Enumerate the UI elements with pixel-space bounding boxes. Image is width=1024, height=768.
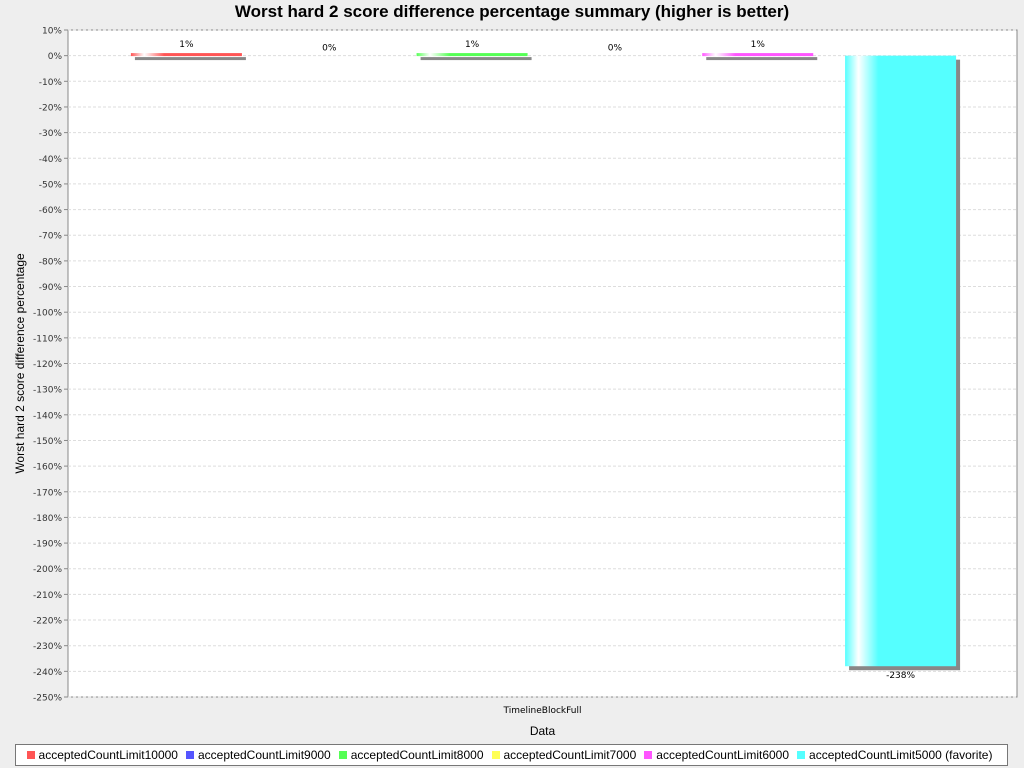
y-tick-label: -210%	[33, 591, 62, 601]
data-label: 0%	[608, 44, 623, 54]
legend-item: acceptedCountLimit6000	[644, 748, 789, 762]
legend-item: acceptedCountLimit10000	[26, 748, 178, 762]
y-tick-label: -80%	[39, 257, 63, 267]
legend-label: acceptedCountLimit5000 (favorite)	[809, 748, 993, 762]
y-tick-label: -250%	[33, 694, 62, 704]
data-label: 1%	[751, 40, 766, 50]
y-tick-label: 0%	[48, 52, 63, 62]
data-label: 0%	[322, 44, 337, 54]
legend-swatch	[491, 751, 500, 759]
y-tick-label: -40%	[39, 155, 63, 165]
legend-swatch	[338, 751, 347, 759]
legend-label: acceptedCountLimit6000	[656, 748, 790, 762]
y-tick-label: -60%	[39, 206, 63, 216]
y-tick-label: -140%	[33, 411, 62, 421]
y-tick-label: -70%	[39, 232, 63, 242]
legend-item: acceptedCountLimit7000	[491, 748, 637, 762]
y-tick-label: -170%	[33, 488, 62, 498]
y-tick-label: -230%	[33, 642, 62, 652]
y-tick-label: -180%	[33, 514, 62, 524]
data-label: -238%	[886, 671, 915, 681]
legend-item: acceptedCountLimit9000	[185, 748, 331, 762]
bar-shadow	[706, 57, 818, 61]
chart-title: Worst hard 2 score difference percentage…	[234, 2, 790, 21]
y-axis-ticks: 10% 0% -10% -20% -30% -40% -50% -60% -70% -80% -90…	[33, 27, 68, 704]
bar	[702, 53, 814, 57]
data-label: 1%	[465, 40, 480, 50]
legend-swatch	[185, 751, 194, 759]
legend-item: acceptedCountLimit8000	[338, 748, 484, 762]
legend: acceptedCountLimit10000 acceptedCountLimi…	[15, 744, 1008, 766]
legend-label: acceptedCountLimit9000	[197, 748, 331, 762]
bar	[130, 53, 242, 57]
legend-label: acceptedCountLimit10000	[38, 748, 178, 762]
bar-shadow	[134, 57, 246, 61]
y-axis-title: Worst hard 2 score difference percentage	[13, 253, 27, 474]
legend-swatch	[797, 751, 806, 759]
bar	[845, 55, 957, 667]
y-tick-label: -10%	[39, 78, 63, 88]
data-label: 1%	[179, 40, 194, 50]
y-tick-label: -90%	[39, 283, 63, 293]
chart-canvas: Worst hard 2 score difference percentage…	[13, 27, 1018, 738]
y-tick-label: -100%	[33, 309, 62, 319]
y-tick-label: -110%	[33, 334, 62, 344]
category-label: TimelineBlockFull	[503, 706, 582, 716]
bar-shadow	[420, 57, 532, 61]
y-tick-label: -240%	[33, 668, 62, 678]
legend-item: acceptedCountLimit5000 (favorite)	[797, 748, 992, 762]
legend-label: acceptedCountLimit8000	[350, 748, 484, 762]
y-tick-label: -150%	[33, 437, 62, 447]
bars	[130, 53, 961, 671]
legend-swatch	[26, 751, 35, 759]
y-axis-title-group: Worst hard 2 score difference percentage	[13, 253, 27, 474]
y-tick-label: -120%	[33, 360, 62, 370]
y-tick-label: -190%	[33, 540, 62, 550]
y-tick-label: -20%	[39, 103, 63, 113]
y-tick-label: -220%	[33, 617, 62, 627]
legend-label: acceptedCountLimit7000	[503, 748, 637, 762]
legend-swatch	[644, 751, 653, 759]
data-labels: 1% 0% 1% 0% 1% -238%	[179, 40, 915, 681]
y-tick-label: -30%	[39, 129, 63, 139]
y-tick-label: -160%	[33, 463, 62, 473]
y-tick-label: -50%	[39, 180, 63, 190]
bar	[416, 53, 528, 57]
y-tick-label: -200%	[33, 565, 62, 575]
y-tick-label: -130%	[33, 386, 62, 396]
x-axis-title: Data	[530, 724, 556, 738]
y-tick-label: 10%	[42, 27, 62, 37]
